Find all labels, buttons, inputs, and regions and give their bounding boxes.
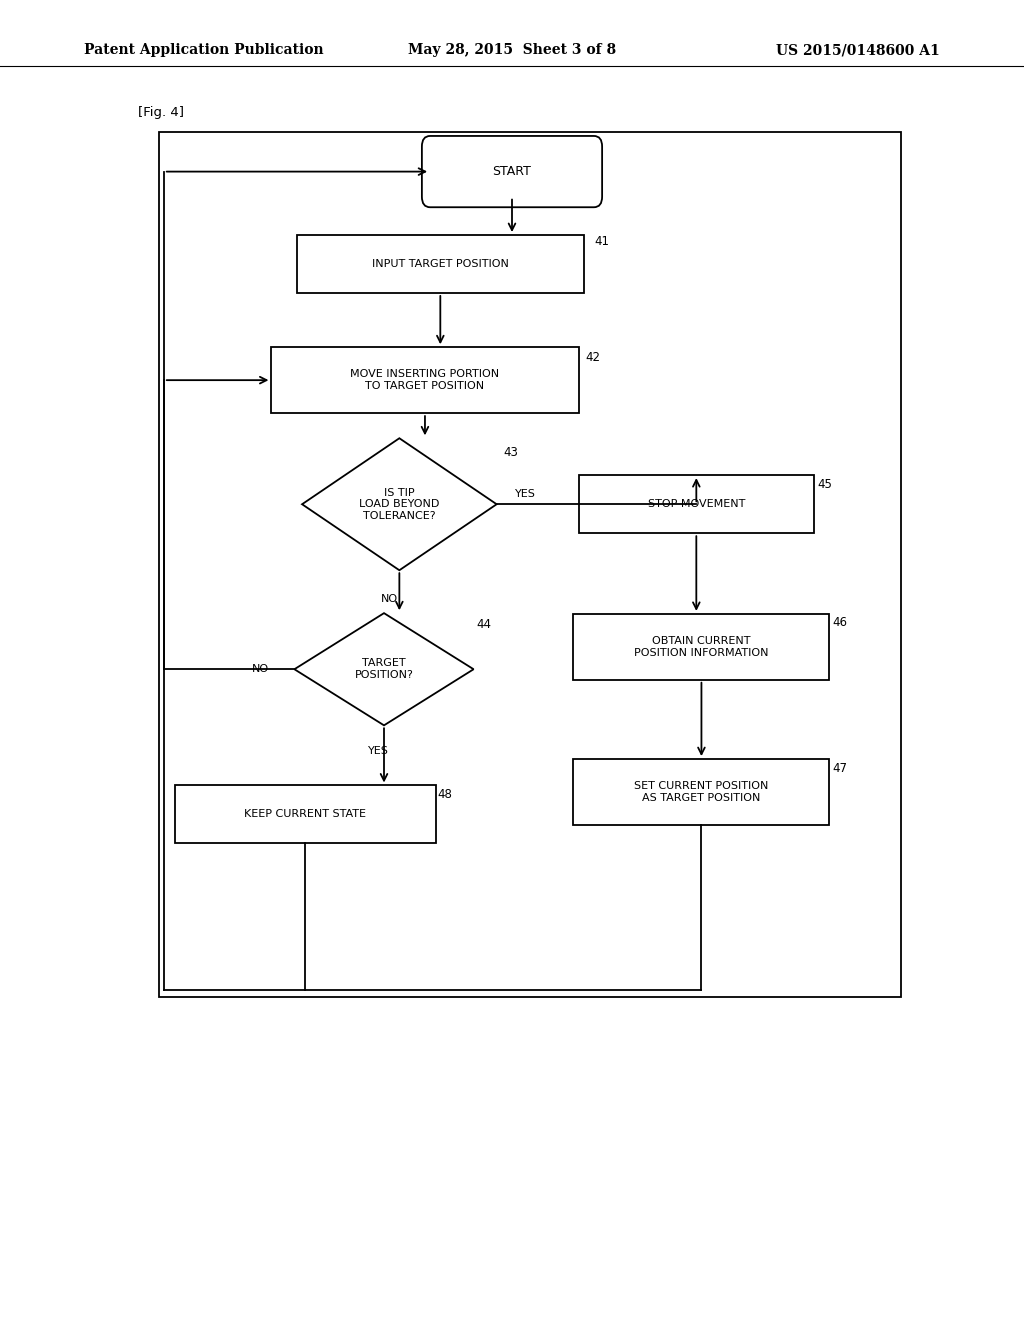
Text: 42: 42 (586, 351, 601, 364)
Text: NO: NO (381, 594, 397, 605)
Bar (579, 475, 814, 533)
Text: SET CURRENT POSITION
AS TARGET POSITION: SET CURRENT POSITION AS TARGET POSITION (634, 781, 769, 803)
Text: OBTAIN CURRENT
POSITION INFORMATION: OBTAIN CURRENT POSITION INFORMATION (634, 636, 769, 657)
Bar (573, 614, 829, 680)
Text: Patent Application Publication: Patent Application Publication (84, 44, 324, 57)
Text: YES: YES (515, 488, 536, 499)
FancyBboxPatch shape (422, 136, 602, 207)
Text: KEEP CURRENT STATE: KEEP CURRENT STATE (244, 809, 367, 820)
Text: YES: YES (369, 747, 389, 756)
Text: 46: 46 (833, 616, 848, 630)
Polygon shape (302, 438, 497, 570)
Text: 48: 48 (437, 788, 453, 801)
Text: START: START (493, 165, 531, 178)
Bar (297, 235, 584, 293)
Bar (174, 785, 436, 843)
Text: 45: 45 (817, 478, 833, 491)
Bar (159, 132, 901, 997)
Text: MOVE INSERTING PORTION
TO TARGET POSITION: MOVE INSERTING PORTION TO TARGET POSITIO… (350, 370, 500, 391)
Text: STOP MOVEMENT: STOP MOVEMENT (647, 499, 745, 510)
Text: INPUT TARGET POSITION: INPUT TARGET POSITION (372, 259, 509, 269)
Polygon shape (295, 612, 473, 726)
Bar (271, 347, 579, 413)
Text: May 28, 2015  Sheet 3 of 8: May 28, 2015 Sheet 3 of 8 (408, 44, 616, 57)
Text: NO: NO (252, 664, 268, 675)
Text: US 2015/0148600 A1: US 2015/0148600 A1 (776, 44, 940, 57)
Text: 41: 41 (594, 235, 609, 248)
Bar (573, 759, 829, 825)
Text: 47: 47 (833, 762, 848, 775)
Text: TARGET
POSITION?: TARGET POSITION? (354, 659, 414, 680)
Text: 43: 43 (504, 446, 519, 459)
Text: 44: 44 (476, 618, 492, 631)
Text: [Fig. 4]: [Fig. 4] (138, 106, 184, 119)
Text: IS TIP
LOAD BEYOND
TOLERANCE?: IS TIP LOAD BEYOND TOLERANCE? (359, 487, 439, 521)
